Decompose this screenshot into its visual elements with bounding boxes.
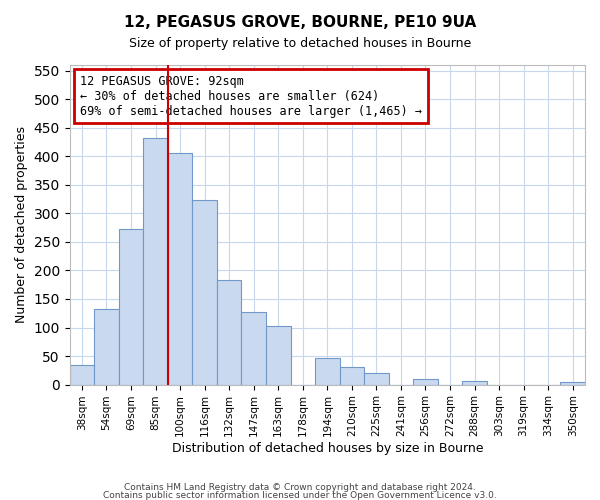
Text: Contains HM Land Registry data © Crown copyright and database right 2024.: Contains HM Land Registry data © Crown c…	[124, 483, 476, 492]
Bar	[217, 280, 241, 384]
Bar	[340, 368, 364, 384]
Bar	[315, 358, 340, 384]
Bar	[364, 373, 389, 384]
Bar	[241, 312, 266, 384]
Bar	[70, 364, 94, 384]
Bar	[119, 230, 143, 384]
Bar	[94, 308, 119, 384]
Bar	[168, 154, 193, 384]
Text: Contains public sector information licensed under the Open Government Licence v3: Contains public sector information licen…	[103, 490, 497, 500]
Bar	[560, 382, 585, 384]
Bar	[462, 380, 487, 384]
Bar	[193, 200, 217, 384]
Y-axis label: Number of detached properties: Number of detached properties	[15, 126, 28, 324]
X-axis label: Distribution of detached houses by size in Bourne: Distribution of detached houses by size …	[172, 442, 483, 455]
Bar	[143, 138, 168, 384]
Text: 12, PEGASUS GROVE, BOURNE, PE10 9UA: 12, PEGASUS GROVE, BOURNE, PE10 9UA	[124, 15, 476, 30]
Text: 12 PEGASUS GROVE: 92sqm
← 30% of detached houses are smaller (624)
69% of semi-d: 12 PEGASUS GROVE: 92sqm ← 30% of detache…	[80, 74, 422, 118]
Bar	[413, 380, 438, 384]
Text: Size of property relative to detached houses in Bourne: Size of property relative to detached ho…	[129, 38, 471, 51]
Bar	[266, 326, 290, 384]
